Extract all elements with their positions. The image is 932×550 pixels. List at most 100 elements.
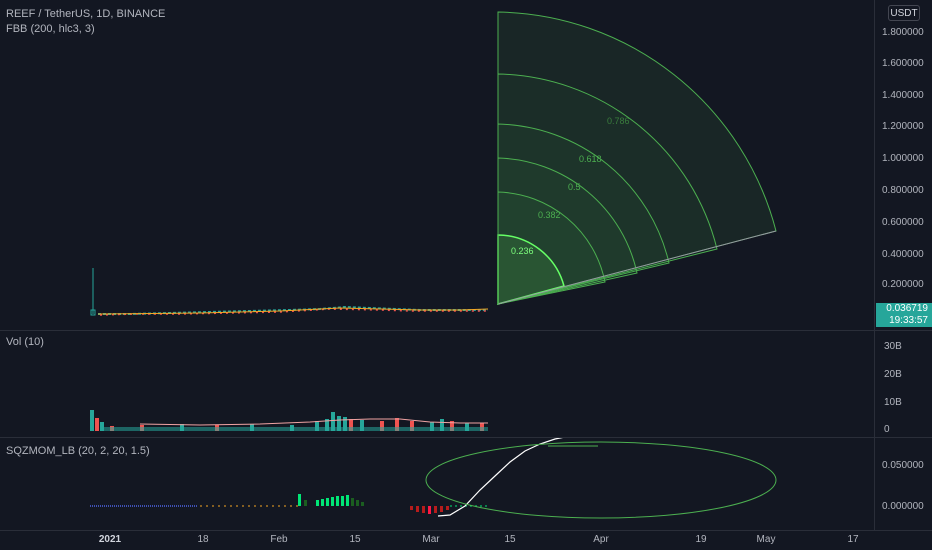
momentum-bar [410, 506, 413, 510]
bar-countdown: 19:33:57 [889, 315, 928, 326]
volume-bar [343, 417, 347, 431]
momentum-tick: 0.000000 [882, 501, 924, 512]
fib-zone-0786 [497, 73, 718, 305]
fib-label-0618: 0.618 [579, 154, 602, 164]
price-tick: 1.200000 [882, 121, 924, 132]
momentum-tick: 0.050000 [882, 460, 924, 471]
drawn-ellipse [425, 441, 777, 519]
symbol-title[interactable]: REEF / TetherUS, 1D, BINANCE [6, 8, 166, 20]
volume-bar [349, 419, 353, 431]
price-tick: 1.600000 [882, 58, 924, 69]
volume-bar [325, 419, 329, 431]
volume-bar [430, 422, 434, 431]
volume-chart-canvas[interactable] [0, 331, 874, 437]
price-tick: 1.800000 [882, 27, 924, 38]
volume-tick: 20B [884, 369, 902, 380]
currency-button[interactable]: USDT [888, 5, 920, 21]
fib-label-0382: 0.382 [538, 210, 561, 220]
price-pane[interactable]: REEF / TetherUS, 1D, BINANCE FBB (200, h… [0, 0, 932, 330]
time-tick: 2021 [98, 534, 122, 545]
price-axis[interactable] [874, 0, 932, 330]
volume-bar [337, 416, 341, 431]
momentum-bar [316, 500, 319, 506]
last-price-label: 0.036719 19:33:57 [876, 303, 932, 327]
volume-tick: 30B [884, 341, 902, 352]
momentum-bar [331, 497, 334, 506]
fib-zone-0236 [497, 234, 565, 305]
momentum-bar [416, 506, 419, 512]
fib-zone-0618 [497, 123, 670, 305]
time-tick: May [756, 534, 776, 545]
fib-label-0786: 0.786 [607, 116, 630, 126]
candle-first [90, 309, 96, 316]
volume-bar [440, 419, 444, 431]
momentum-bar [326, 498, 329, 506]
volume-bars [90, 410, 488, 431]
price-tick: 0.600000 [882, 217, 924, 228]
price-tick: 0.200000 [882, 279, 924, 290]
price-tick: 1.000000 [882, 153, 924, 164]
volume-tick: 10B [884, 397, 902, 408]
volume-bar-row [100, 427, 488, 431]
volume-bar [95, 418, 99, 431]
volume-tick: 0 [884, 424, 890, 435]
fbb-indicator-label[interactable]: FBB (200, hlc3, 3) [6, 23, 95, 35]
fib-label-05: 0.5 [568, 182, 581, 192]
time-tick: Mar [422, 534, 440, 545]
volume-pane[interactable]: Vol (10) [0, 331, 932, 437]
candles[interactable] [90, 268, 489, 316]
momentum-chart-canvas[interactable] [0, 438, 874, 530]
volume-bar [410, 421, 414, 431]
momentum-bar [434, 506, 437, 513]
time-tick: 17 [847, 534, 859, 545]
volume-bar [331, 412, 335, 431]
price-tick: 1.400000 [882, 90, 924, 101]
momentum-bar [341, 496, 344, 506]
candle-series-down [99, 308, 488, 316]
volume-ma-line [139, 418, 488, 426]
momentum-bar [361, 502, 364, 506]
momentum-bar [351, 498, 354, 506]
momentum-bar [304, 500, 307, 506]
volume-bar [315, 421, 319, 431]
time-tick: 15 [504, 534, 516, 545]
pane-separator[interactable] [0, 330, 932, 331]
fbb-basis-line [97, 307, 489, 315]
momentum-bar [446, 506, 449, 510]
volume-label[interactable]: Vol (10) [6, 336, 44, 348]
fib-zone-outer [497, 11, 777, 305]
time-tick: Feb [270, 534, 288, 545]
momentum-label[interactable]: SQZMOM_LB (20, 2, 20, 1.5) [6, 445, 150, 457]
price-chart-canvas[interactable]: 0.236 0.382 0.5 0.618 0.786 [0, 0, 874, 330]
volume-bar [360, 420, 364, 431]
volume-bar [450, 421, 454, 431]
price-tick: 0.400000 [882, 249, 924, 260]
momentum-bar [356, 500, 359, 506]
last-price-value: 0.036719 [886, 303, 928, 314]
momentum-pane[interactable]: SQZMOM_LB (20, 2, 20, 1.5) [0, 438, 932, 530]
fib-label-0236: 0.236 [511, 246, 534, 256]
fib-baseline [497, 230, 777, 305]
momentum-bar [321, 499, 324, 506]
fib-zone-0382 [497, 191, 606, 305]
time-tick: 18 [197, 534, 209, 545]
fib-zone-05 [497, 157, 638, 305]
momentum-axis[interactable] [874, 438, 932, 530]
volume-axis[interactable] [874, 331, 932, 437]
momentum-bar [336, 496, 339, 506]
momentum-bar [298, 494, 301, 506]
volume-bar [380, 421, 384, 431]
volume-bar [100, 422, 104, 431]
time-tick: Apr [593, 534, 609, 545]
momentum-bar [440, 506, 443, 512]
time-tick: 15 [349, 534, 361, 545]
volume-bar [395, 418, 399, 431]
momentum-bar [428, 506, 431, 514]
fib-wedge[interactable] [497, 11, 777, 305]
momentum-bar [422, 506, 425, 513]
volume-bar [90, 410, 94, 431]
price-tick: 0.800000 [882, 185, 924, 196]
time-axis-separator [0, 530, 932, 531]
time-tick: 19 [695, 534, 707, 545]
pane-separator[interactable] [0, 437, 932, 438]
